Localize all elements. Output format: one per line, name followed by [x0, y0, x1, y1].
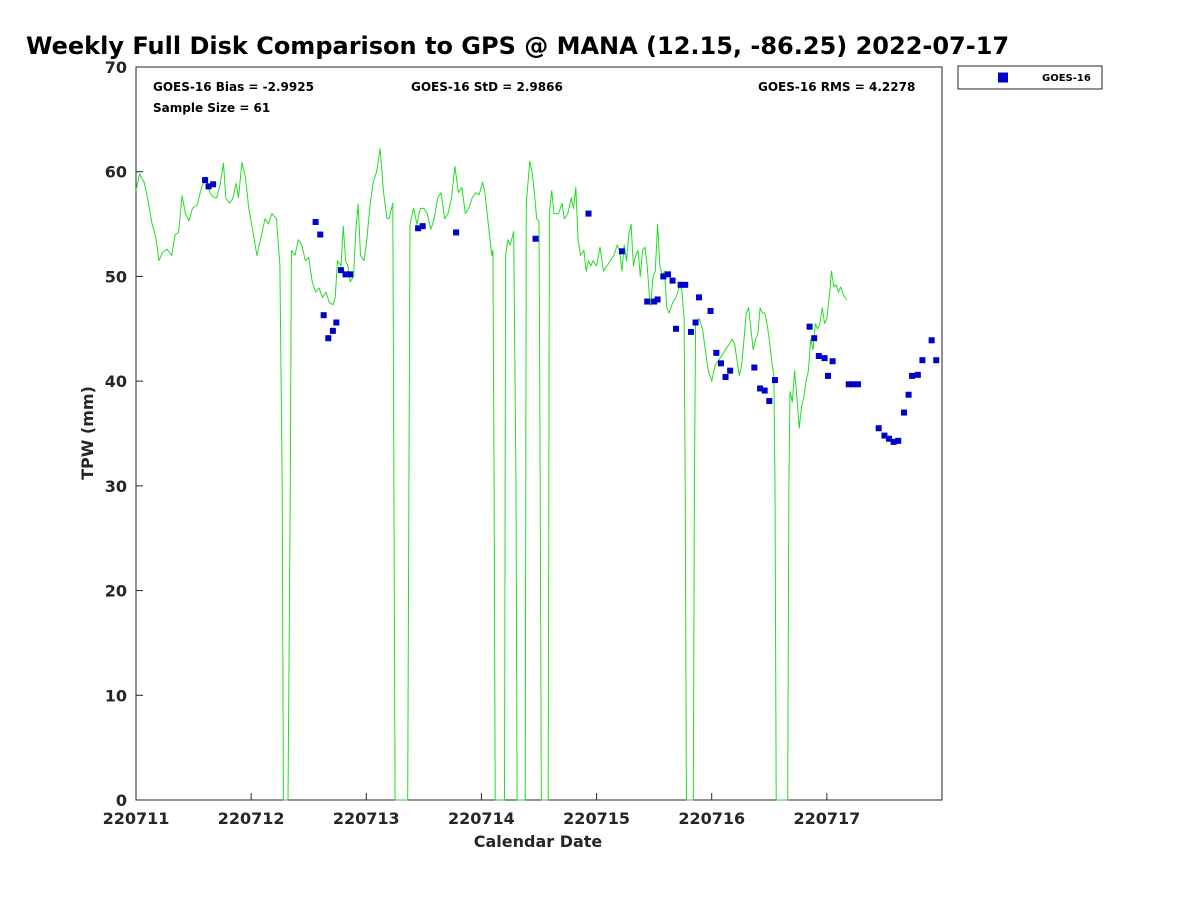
y-tick-label: 0 — [116, 791, 127, 810]
chart-title: Weekly Full Disk Comparison to GPS @ MAN… — [26, 32, 1009, 60]
goes-16-point — [654, 296, 661, 303]
x-tick-label: 220717 — [793, 809, 860, 828]
x-tick-label: 220711 — [103, 809, 170, 828]
goes-16-point — [895, 437, 902, 444]
goes-16-point — [325, 335, 332, 342]
goes-16-point — [914, 371, 921, 378]
goes-16-point — [585, 210, 592, 217]
goes-16-series — [202, 177, 940, 445]
legend: GOES-16 — [957, 65, 1103, 90]
y-tick-label: 30 — [105, 477, 127, 496]
rms-stat: GOES-16 RMS = 4.2278 — [758, 80, 915, 94]
legend-marker — [998, 72, 1008, 83]
goes-16-point — [453, 229, 460, 236]
goes-16-point — [342, 271, 349, 278]
x-tick-label: 220713 — [333, 809, 400, 828]
goes-16-point — [845, 381, 852, 388]
goes-16-point — [890, 438, 897, 445]
goes-16-point — [205, 183, 212, 190]
goes-16-point — [202, 177, 209, 184]
goes-16-point — [651, 298, 658, 305]
y-tick-label: 10 — [105, 686, 127, 705]
y-tick-label: 40 — [105, 372, 127, 391]
goes-16-point — [669, 277, 676, 284]
goes-16-point — [881, 432, 888, 439]
std-stat: GOES-16 StD = 2.9866 — [411, 80, 563, 94]
goes-16-point — [419, 223, 426, 230]
goes-16-point — [727, 367, 734, 374]
y-tick-label: 20 — [105, 582, 127, 601]
goes-16-point — [886, 435, 893, 442]
goes-16-point — [687, 328, 694, 335]
goes-16-point — [532, 235, 539, 242]
goes-16-point — [751, 364, 758, 371]
goes-16-point — [806, 323, 813, 330]
goes-16-point — [682, 281, 689, 288]
goes-16-point — [210, 181, 217, 188]
x-axis-label: Calendar Date — [474, 832, 603, 851]
x-axis-ticks: 220711 220712 220713 220714 220715 220716 2207… — [103, 793, 860, 828]
sample-size-stat: Sample Size = 61 — [153, 101, 270, 115]
goes-16-point — [415, 225, 422, 232]
goes-16-point — [713, 349, 720, 356]
legend-label: GOES-16 — [1042, 73, 1091, 84]
goes-16-point — [664, 271, 671, 278]
plot-area-frame — [135, 66, 943, 801]
x-tick-label: 220712 — [218, 809, 285, 828]
goes-16-point — [717, 360, 724, 367]
goes-16-point — [317, 231, 324, 238]
y-tick-label: 70 — [105, 58, 127, 77]
goes-16-point — [928, 337, 935, 344]
x-tick-label: 220716 — [678, 809, 745, 828]
goes-16-point — [312, 218, 319, 225]
y-axis-label: TPW (mm) — [78, 386, 97, 480]
goes-16-point — [618, 248, 625, 255]
goes-16-point — [692, 319, 699, 326]
goes-16-point — [905, 391, 912, 398]
goes-16-point — [821, 355, 828, 362]
goes-16-point — [815, 353, 822, 360]
goes-16-point — [825, 372, 832, 379]
goes-16-point — [337, 267, 344, 274]
y-tick-label: 60 — [105, 163, 127, 182]
goes-16-point — [875, 425, 882, 432]
goes-16-point — [320, 312, 327, 319]
gps-tpw-line — [135, 148, 847, 801]
goes-16-point — [811, 335, 818, 342]
goes-16-point — [757, 385, 764, 392]
bias-stat: GOES-16 Bias = -2.9925 — [153, 80, 314, 94]
goes-16-point — [919, 357, 926, 364]
y-axis-ticks: 0 10 20 30 40 50 60 70 — [105, 58, 143, 810]
goes-16-point — [772, 377, 779, 384]
goes-16-point — [850, 381, 857, 388]
goes-16-point — [901, 409, 908, 416]
goes-16-point — [347, 271, 354, 278]
plot-axes — [135, 66, 943, 801]
goes-16-point — [829, 358, 836, 365]
goes-16-point — [854, 381, 861, 388]
x-tick-label: 220714 — [448, 809, 515, 828]
goes-16-point — [677, 281, 684, 288]
y-tick-label: 50 — [105, 267, 127, 286]
goes-16-point — [673, 325, 680, 332]
goes-16-point — [761, 387, 768, 394]
goes-16-point — [333, 319, 340, 326]
gps-series — [135, 148, 847, 801]
x-tick-label: 220715 — [563, 809, 630, 828]
goes-16-point — [766, 398, 773, 405]
goes-16-point — [644, 298, 651, 305]
goes-16-point — [660, 273, 667, 280]
goes-16-point — [722, 373, 729, 380]
legend-box — [957, 65, 1103, 90]
goes-16-point — [909, 372, 916, 379]
goes-16-point — [707, 307, 714, 314]
goes-16-point — [329, 327, 336, 334]
goes-16-point — [933, 357, 940, 364]
goes-16-point — [696, 294, 703, 301]
